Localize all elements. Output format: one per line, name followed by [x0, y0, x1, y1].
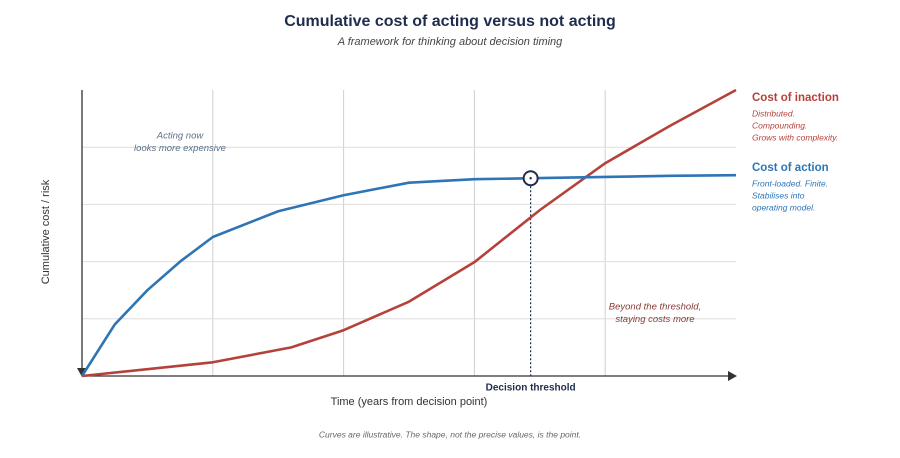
- legend-description: Front-loaded. Finite.: [752, 178, 828, 188]
- annotation: Beyond the threshold,: [609, 302, 701, 313]
- threshold-label: Decision threshold: [486, 383, 576, 394]
- legend-description: Stabilises into: [752, 190, 805, 200]
- chart-subtitle: A framework for thinking about decision …: [337, 36, 563, 48]
- threshold-dot: [529, 177, 532, 180]
- legend-label: Cost of action: [752, 162, 829, 174]
- y-axis-label: Cumulative cost / risk: [40, 179, 52, 284]
- annotation: Acting now: [156, 131, 205, 142]
- x-axis-arrow: [728, 371, 737, 381]
- legend-description: operating model.: [752, 202, 815, 212]
- x-axis-label: Time (years from decision point): [331, 396, 488, 408]
- series-line: [81, 88, 737, 378]
- annotation: looks more expensive: [134, 143, 226, 154]
- legend-description: Compounding.: [752, 120, 807, 130]
- annotation: staying costs more: [615, 314, 694, 325]
- chart-title: Cumulative cost of acting versus not act…: [284, 13, 616, 30]
- legend-description: Grows with complexity.: [752, 132, 838, 142]
- footnote: Curves are illustrative. The shape, not …: [319, 429, 581, 439]
- series-line: [80, 173, 737, 377]
- legend-label: Cost of inaction: [752, 92, 839, 104]
- legend-description: Distributed.: [752, 108, 795, 118]
